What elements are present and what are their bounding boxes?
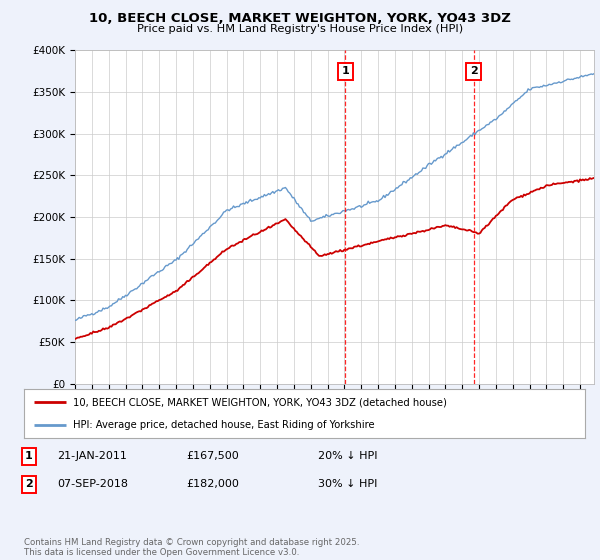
Text: £167,500: £167,500 [186,451,239,461]
Text: Contains HM Land Registry data © Crown copyright and database right 2025.
This d: Contains HM Land Registry data © Crown c… [24,538,359,557]
Text: 20% ↓ HPI: 20% ↓ HPI [318,451,377,461]
Text: HPI: Average price, detached house, East Riding of Yorkshire: HPI: Average price, detached house, East… [73,420,375,430]
Text: £182,000: £182,000 [186,479,239,489]
Text: 21-JAN-2011: 21-JAN-2011 [57,451,127,461]
Text: 2: 2 [25,479,32,489]
Text: Price paid vs. HM Land Registry's House Price Index (HPI): Price paid vs. HM Land Registry's House … [137,24,463,34]
Text: 10, BEECH CLOSE, MARKET WEIGHTON, YORK, YO43 3DZ: 10, BEECH CLOSE, MARKET WEIGHTON, YORK, … [89,12,511,25]
Text: 30% ↓ HPI: 30% ↓ HPI [318,479,377,489]
Text: 07-SEP-2018: 07-SEP-2018 [57,479,128,489]
Text: 10, BEECH CLOSE, MARKET WEIGHTON, YORK, YO43 3DZ (detached house): 10, BEECH CLOSE, MARKET WEIGHTON, YORK, … [73,398,447,407]
Text: 1: 1 [341,66,349,76]
Text: 1: 1 [25,451,32,461]
Text: 2: 2 [470,66,478,76]
